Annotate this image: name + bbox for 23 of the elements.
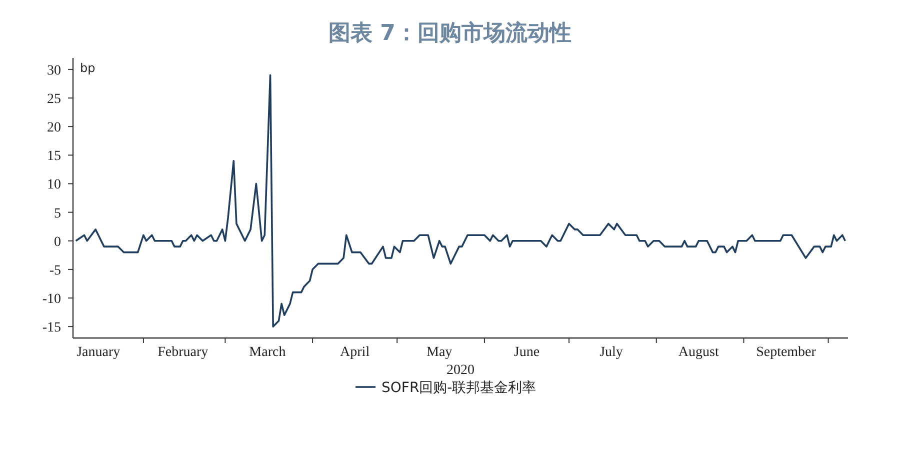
x-tick-label: September	[756, 345, 816, 360]
y-tick-label: 25	[47, 92, 61, 107]
y-tick-label: 15	[47, 149, 61, 164]
y-tick-label: -10	[42, 292, 61, 307]
y-tick-label: -5	[49, 263, 61, 278]
x-tick-label: August	[678, 345, 719, 360]
y-tick-label: 20	[47, 120, 61, 136]
y-tick-label: -15	[42, 320, 61, 336]
y-tick-label: 10	[47, 178, 61, 193]
x-tick-label: June	[514, 345, 540, 360]
x-tick-label: April	[340, 345, 370, 360]
legend-label: SOFR回购-联邦基金利率	[382, 380, 536, 396]
y-tick-label: 0	[54, 234, 61, 250]
x-tick-label: February	[158, 345, 208, 360]
x-tick-label: May	[426, 345, 452, 360]
x-tick-label: January	[76, 345, 120, 360]
y-tick-label: 30	[47, 63, 61, 78]
x-tick-label: July	[600, 345, 623, 360]
x-tick-label: March	[249, 345, 286, 360]
chart-title: 图表 7：回购市场流动性	[328, 20, 572, 46]
x-axis-title: 2020	[446, 363, 474, 378]
y-axis-title: bp	[80, 61, 96, 75]
y-tick-label: 5	[54, 206, 61, 222]
